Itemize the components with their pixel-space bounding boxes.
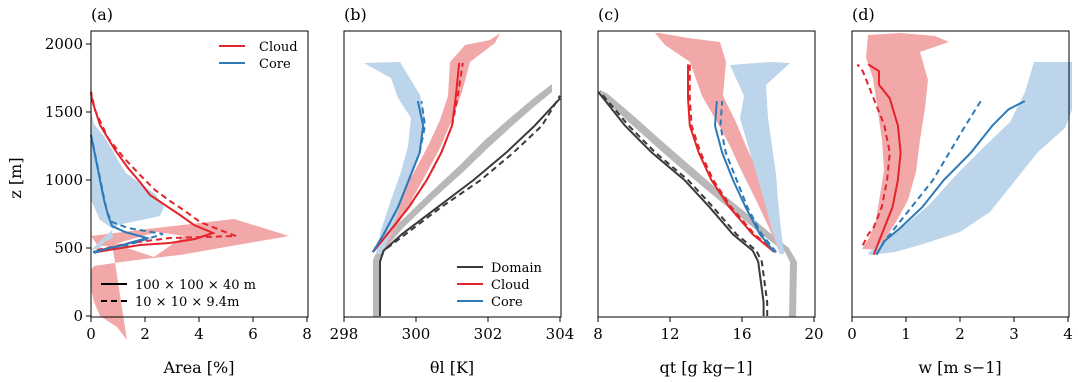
band-core-b: [364, 62, 425, 254]
x-ticks-a: [90, 317, 308, 322]
x-tick-label-a-2: 2: [140, 325, 150, 343]
legend-series-a: Cloud Core: [219, 40, 298, 72]
line-core-dashed-d: [875, 99, 983, 256]
x-tick-label-b-304: 304: [546, 325, 575, 343]
line-core-dashed-c: [719, 101, 777, 253]
line-cloud-dashed-a: [90, 91, 237, 251]
x-axis-label-d: w [m s−1]: [918, 358, 1001, 377]
x-tick-label-d-4: 4: [1063, 325, 1073, 343]
legend-b: Domain Cloud Core: [457, 261, 542, 310]
line-cloud-dashed-b: [372, 62, 464, 253]
line-domain-dashed-b: [379, 95, 561, 316]
band-cloud-a: [91, 219, 289, 340]
y-tick-label-500: 500: [54, 239, 83, 257]
x-tick-label-c-12: 12: [660, 325, 679, 343]
panel-label-a: (a): [91, 5, 113, 24]
legend-resolution-fine: 10 × 10 × 9.4m: [135, 295, 239, 310]
axes-frame-b: [343, 30, 562, 318]
lines-panel-d: [856, 63, 1026, 256]
panel-label-b: (b): [344, 5, 367, 24]
x-tick-label-a-4: 4: [194, 325, 204, 343]
x-tick-label-a-8: 8: [302, 325, 312, 343]
legend-styles-a: 100 × 100 × 40 m 10 × 10 × 9.4m: [101, 278, 256, 310]
axes-frame-c: [597, 30, 816, 318]
x-axis-label-b: θl [K]: [430, 358, 474, 377]
x-ticks-b: [343, 317, 561, 322]
x-tick-label-d-3: 3: [1009, 325, 1019, 343]
line-domain-dashed-c: [599, 90, 769, 316]
band-cloud-c: [655, 33, 784, 254]
x-tick-label-a-6: 6: [248, 325, 258, 343]
line-cloud-solid-c: [687, 64, 776, 253]
panel-label-d: (d): [852, 5, 875, 24]
band-core-d: [868, 62, 1072, 255]
x-tick-label-d-0: 0: [847, 325, 857, 343]
legend-resolution-coarse: 100 × 100 × 40 m: [135, 278, 256, 293]
x-tick-label-b-300: 300: [402, 325, 431, 343]
panel-a: 0 500 1000 1500 2000 0 2 4 6 8 Area [%] …: [45, 5, 312, 377]
line-cloud-dashed-c: [688, 64, 777, 253]
y-tick-label-1000: 1000: [45, 171, 83, 189]
legend-core-b: Core: [491, 295, 523, 310]
band-cloud-b: [376, 33, 500, 254]
legend-domain-b: Domain: [491, 261, 542, 276]
line-core-solid-d: [875, 100, 1026, 256]
legend-cloud-a: Cloud: [259, 40, 298, 55]
line-core-dashed-b: [371, 100, 427, 253]
x-ticks-c: [597, 317, 815, 322]
x-axis-label-c: qt [g kg−1]: [659, 358, 752, 377]
x-ticks-d: [851, 317, 1069, 322]
x-tick-label-d-2: 2: [955, 325, 965, 343]
line-cloud-solid-d: [867, 63, 902, 256]
x-axis-label-a: Area [%]: [163, 358, 235, 377]
line-cloud-dashed-d: [856, 63, 891, 246]
line-domain-solid-c: [597, 90, 765, 316]
band-domain-c: [600, 90, 797, 317]
x-tick-label-b-298: 298: [330, 325, 359, 343]
y-tick-label-0: 0: [73, 307, 83, 325]
y-ticks-a: [86, 43, 91, 317]
lines-panel-b: [371, 62, 561, 316]
x-tick-label-a-0: 0: [86, 325, 96, 343]
x-tick-label-d-1: 1: [901, 325, 911, 343]
x-tick-label-c-20: 20: [804, 325, 823, 343]
lines-panel-c: [597, 64, 777, 316]
legend-core-a: Core: [259, 57, 291, 72]
x-tick-label-c-16: 16: [732, 325, 751, 343]
x-tick-label-c-8: 8: [593, 325, 603, 343]
panel-c: 8 12 16 20 qt [g kg−1] (c): [593, 5, 823, 377]
y-axis-label: z [m]: [6, 157, 25, 198]
band-core-c: [730, 62, 790, 254]
y-tick-label-1500: 1500: [45, 103, 83, 121]
legend-cloud-b: Cloud: [491, 278, 530, 293]
line-core-solid-c: [713, 101, 776, 253]
line-core-dashed-a: [90, 134, 164, 253]
panel-label-c: (c): [598, 5, 619, 24]
panel-d: 0 1 2 3 4 w [m s−1] (d): [847, 5, 1073, 377]
x-tick-label-b-302: 302: [474, 325, 503, 343]
panel-b: 298 300 302 304 θl [K] (b) Domain Cloud …: [330, 5, 575, 377]
y-tick-label-2000: 2000: [45, 35, 83, 53]
